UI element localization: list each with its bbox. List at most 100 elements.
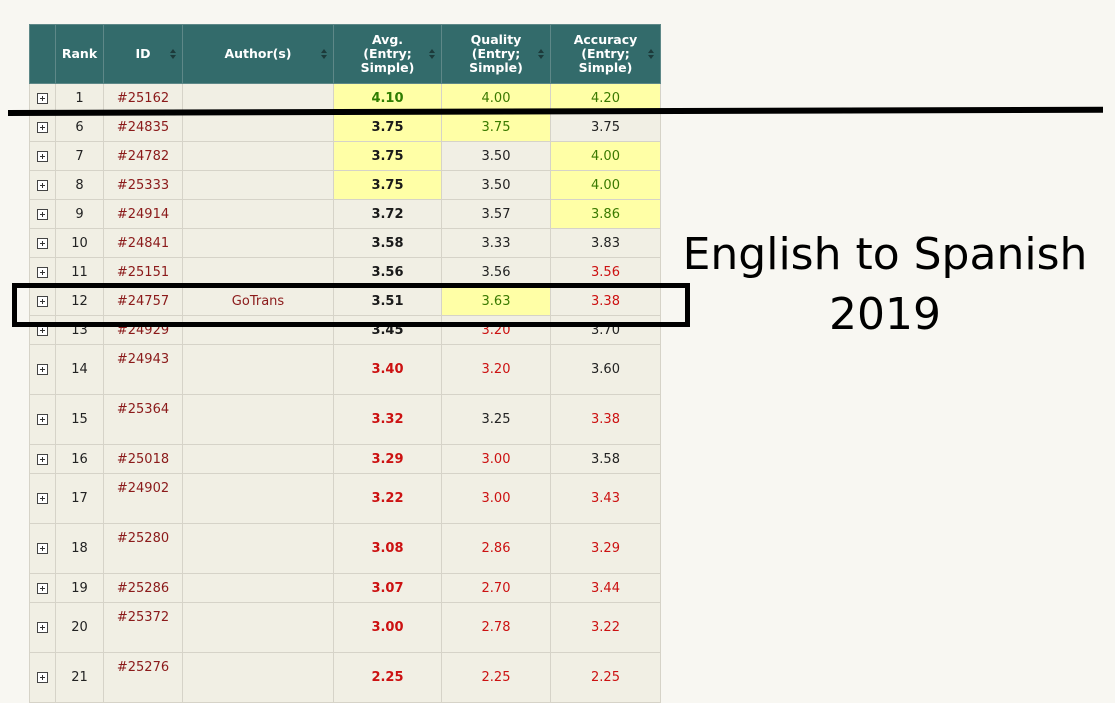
- id-header-label: ID: [135, 46, 151, 61]
- expand-plus-icon[interactable]: [37, 622, 48, 633]
- id-link[interactable]: #24757: [103, 286, 183, 316]
- rank-cell: 20: [55, 602, 104, 653]
- table-row: 14 #24943 3.40 3.20 3.60: [29, 344, 661, 395]
- expand-plus-icon[interactable]: [37, 150, 48, 162]
- caption-line-1: English to Spanish: [682, 229, 1088, 280]
- id-link[interactable]: #25286: [103, 573, 183, 603]
- quality-cell: 3.20: [441, 344, 551, 395]
- expand-cell[interactable]: [29, 652, 56, 703]
- table-row: 17 #24902 3.22 3.00 3.43: [29, 473, 661, 524]
- quality-header-label-3: Simple): [469, 60, 523, 75]
- accuracy-column-header[interactable]: Accuracy (Entry; Simple): [550, 24, 661, 84]
- id-link[interactable]: #25276: [103, 652, 183, 703]
- expand-plus-icon[interactable]: [37, 453, 48, 465]
- id-link[interactable]: #25280: [103, 523, 183, 574]
- id-link[interactable]: #24841: [103, 228, 183, 258]
- rank-cell: 11: [55, 257, 104, 287]
- expand-plus-icon[interactable]: [37, 582, 48, 594]
- quality-cell: 3.00: [441, 444, 551, 474]
- id-column-header[interactable]: ID: [103, 24, 183, 84]
- sort-icon[interactable]: [429, 49, 435, 59]
- id-link[interactable]: #24943: [103, 344, 183, 395]
- accuracy-cell: 3.58: [550, 444, 661, 474]
- avg-header-label-1: Avg.: [371, 32, 404, 47]
- id-link[interactable]: #25018: [103, 444, 183, 474]
- expand-plus-icon[interactable]: [37, 92, 48, 104]
- id-link[interactable]: #25364: [103, 394, 183, 445]
- expand-plus-icon[interactable]: [37, 295, 48, 307]
- sort-icon[interactable]: [648, 49, 654, 59]
- id-link[interactable]: #25151: [103, 257, 183, 287]
- expand-plus-icon[interactable]: [37, 543, 48, 554]
- expand-cell[interactable]: [29, 573, 56, 603]
- avg-cell: 3.75: [333, 141, 442, 171]
- rank-cell: 9: [55, 199, 104, 229]
- table-row: 16 #25018 3.29 3.00 3.58: [29, 444, 661, 474]
- accuracy-cell: 4.00: [550, 170, 661, 200]
- sort-icon[interactable]: [170, 49, 176, 59]
- expand-plus-icon[interactable]: [37, 364, 48, 375]
- expand-plus-icon[interactable]: [37, 121, 48, 133]
- rank-cell: 10: [55, 228, 104, 258]
- accuracy-cell: 3.44: [550, 573, 661, 603]
- id-link[interactable]: #24914: [103, 199, 183, 229]
- avg-cell: 3.75: [333, 112, 442, 142]
- author-cell: [182, 257, 334, 287]
- authors-header-label: Author(s): [224, 46, 292, 61]
- expand-cell[interactable]: [29, 112, 56, 142]
- accuracy-cell: 3.29: [550, 523, 661, 574]
- quality-cell: 2.70: [441, 573, 551, 603]
- rank-cell: 16: [55, 444, 104, 474]
- id-link[interactable]: #24782: [103, 141, 183, 171]
- avg-cell: 3.40: [333, 344, 442, 395]
- id-link[interactable]: #24835: [103, 112, 183, 142]
- id-link[interactable]: #25162: [103, 83, 183, 113]
- table-row: 20 #25372 3.00 2.78 3.22: [29, 602, 661, 653]
- expand-plus-icon[interactable]: [37, 266, 48, 278]
- id-link[interactable]: #24902: [103, 473, 183, 524]
- author-link[interactable]: GoTrans: [182, 286, 334, 316]
- expand-cell[interactable]: [29, 473, 56, 524]
- expand-cell[interactable]: [29, 444, 56, 474]
- accuracy-header-label-1: Accuracy: [573, 32, 638, 47]
- sort-icon[interactable]: [538, 49, 544, 59]
- author-cell: [182, 602, 334, 653]
- avg-column-header[interactable]: Avg. (Entry; Simple): [333, 24, 442, 84]
- authors-column-header[interactable]: Author(s): [182, 24, 334, 84]
- rank-cell: 1: [55, 83, 104, 113]
- expand-plus-icon[interactable]: [37, 208, 48, 220]
- avg-cell: 3.32: [333, 394, 442, 445]
- quality-header-label-2: (Entry;: [471, 46, 521, 61]
- avg-cell: 3.58: [333, 228, 442, 258]
- id-link[interactable]: #25333: [103, 170, 183, 200]
- quality-column-header[interactable]: Quality (Entry; Simple): [441, 24, 551, 84]
- expand-plus-icon[interactable]: [37, 414, 48, 425]
- expand-cell[interactable]: [29, 602, 56, 653]
- expand-cell[interactable]: [29, 199, 56, 229]
- expand-cell[interactable]: [29, 523, 56, 574]
- expand-cell[interactable]: [29, 141, 56, 171]
- expand-cell[interactable]: [29, 83, 56, 113]
- rank-cell: 21: [55, 652, 104, 703]
- expand-plus-icon[interactable]: [37, 237, 48, 249]
- expand-cell[interactable]: [29, 286, 56, 316]
- sort-icon[interactable]: [321, 49, 327, 59]
- rank-cell: 14: [55, 344, 104, 395]
- highlight-box: [12, 283, 690, 327]
- expand-cell[interactable]: [29, 170, 56, 200]
- expand-plus-icon[interactable]: [37, 179, 48, 191]
- quality-header-label-1: Quality: [470, 32, 522, 47]
- caption-line-2: 2019: [829, 289, 941, 340]
- avg-cell: 3.00: [333, 602, 442, 653]
- expand-cell[interactable]: [29, 344, 56, 395]
- rank-cell: 12: [55, 286, 104, 316]
- expand-plus-icon[interactable]: [37, 493, 48, 504]
- expand-cell[interactable]: [29, 228, 56, 258]
- rank-column-header[interactable]: Rank: [55, 24, 104, 84]
- expand-plus-icon[interactable]: [37, 672, 48, 683]
- expand-cell[interactable]: [29, 394, 56, 445]
- table-row: 7 #24782 3.75 3.50 4.00: [29, 141, 661, 171]
- id-link[interactable]: #25372: [103, 602, 183, 653]
- author-cell: [182, 523, 334, 574]
- header-row: Rank ID Author(s) Avg. (Entry; Simple) Q…: [29, 24, 661, 84]
